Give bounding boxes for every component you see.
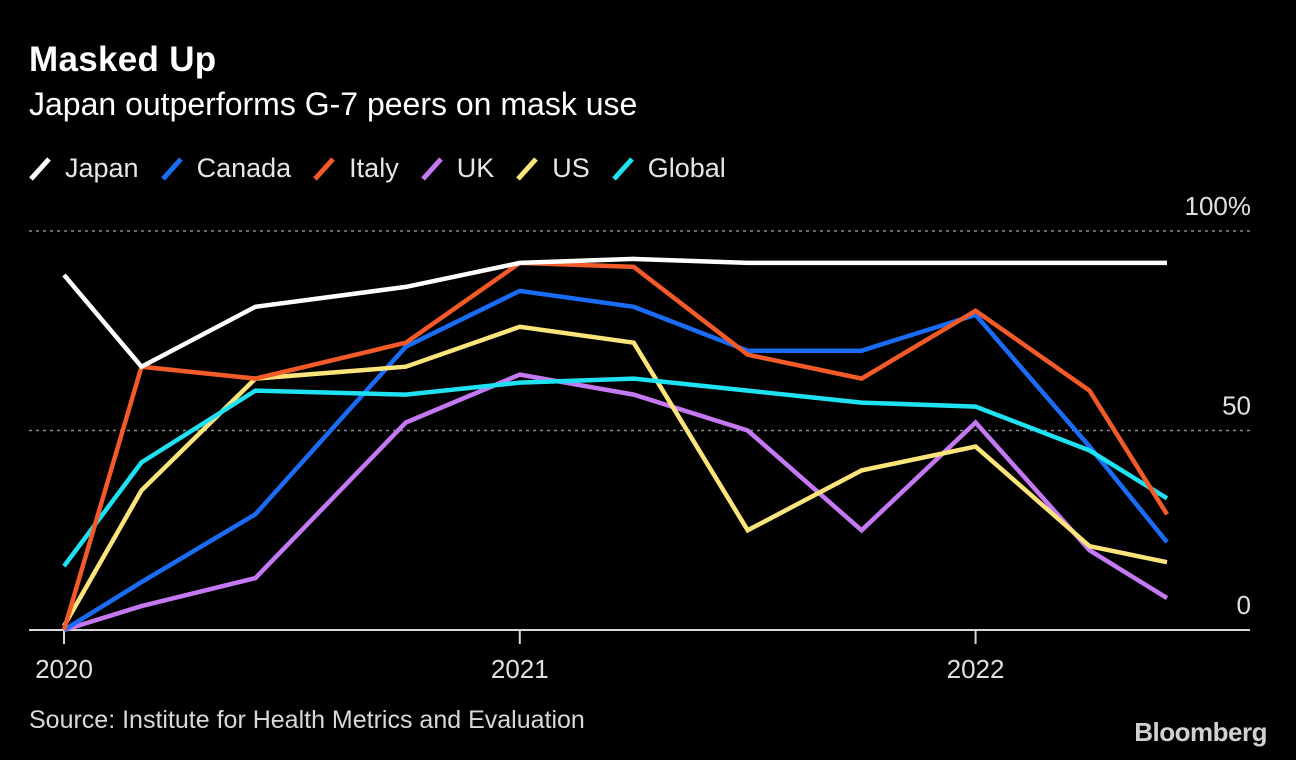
legend-item-canada: Canada (160, 152, 292, 184)
legend-swatch (313, 157, 336, 181)
y-tick-label: 0 (1237, 590, 1251, 620)
series-line-italy (61, 260, 1169, 631)
legend-item-japan: Japan (29, 153, 139, 184)
x-tick-label: 2021 (491, 654, 549, 684)
legend-item-uk: UK (420, 152, 495, 184)
legend-item-italy: Italy (313, 153, 399, 184)
chart-subtitle: Japan outperforms G-7 peers on mask use (29, 86, 638, 122)
legend-swatch-line (611, 157, 634, 181)
series-line-uk (63, 372, 1169, 633)
source-note: Source: Institute for Health Metrics and… (29, 706, 585, 734)
line-chart: 2020 2021 2022 0 50 100% (29, 191, 1252, 684)
chart-legend: Japan Canada Italy UK US Global (29, 150, 748, 186)
series-line-us (62, 324, 1168, 628)
chart-title: Masked Up (29, 40, 217, 79)
legend-label: US (552, 152, 590, 183)
x-tick-label: 2022 (947, 654, 1005, 684)
legend-label: Italy (349, 152, 399, 183)
bloomberg-logo: Bloomberg (1134, 717, 1267, 747)
legend-label: Global (647, 152, 726, 183)
y-tick-label: 100% (1185, 191, 1252, 221)
legend-item-us: US (516, 153, 590, 184)
legend-item-global: Global (611, 152, 726, 184)
legend-swatch-line (516, 157, 539, 181)
legend-label: Japan (65, 152, 139, 183)
legend-swatch-line (420, 157, 443, 181)
x-tick-label: 2020 (35, 654, 93, 684)
legend-swatch-line (160, 157, 183, 181)
legend-swatch (516, 157, 539, 181)
legend-swatch (160, 157, 183, 181)
legend-swatch (611, 157, 634, 181)
legend-swatch-line (29, 157, 51, 181)
y-tick-label: 50 (1222, 391, 1251, 421)
series-line-japan (62, 256, 1167, 370)
legend-label: Canada (196, 152, 292, 183)
legend-swatch (420, 157, 443, 181)
legend-swatch-line (313, 157, 336, 181)
legend-swatch (29, 157, 51, 181)
series-line-canada (62, 288, 1169, 632)
series-line-global (62, 376, 1169, 568)
legend-label: UK (456, 152, 495, 183)
